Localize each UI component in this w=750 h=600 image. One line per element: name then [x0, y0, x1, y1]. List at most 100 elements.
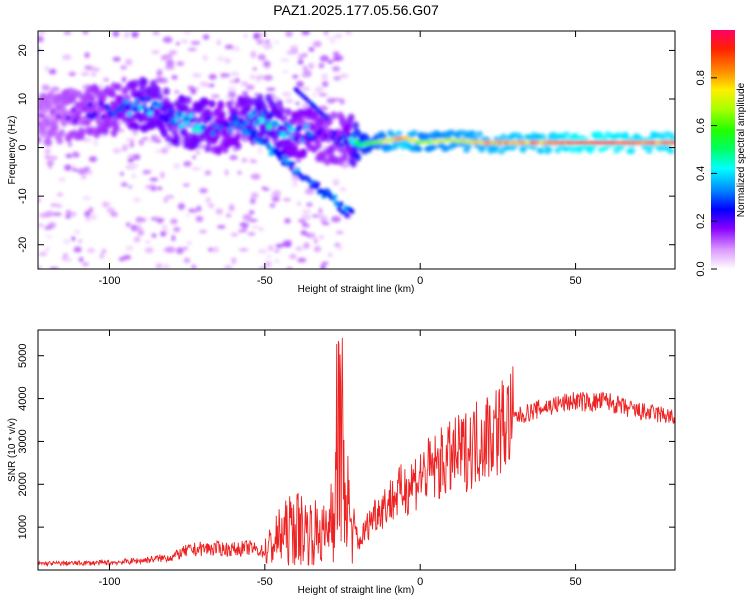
heatmap-noise [285, 51, 292, 55]
heatmap-noise [156, 149, 161, 153]
bottom-y-tick-label: 1000 [17, 515, 29, 539]
heatmap-halo [112, 123, 120, 132]
heatmap-branch [349, 209, 355, 215]
heatmap-noise [132, 153, 141, 161]
heatmap-noise [38, 223, 45, 228]
heatmap-noise [47, 155, 58, 161]
heatmap-noise [224, 44, 234, 50]
bottom-x-axis-label: Height of straight line (km) [298, 585, 415, 596]
heatmap-noise [297, 53, 304, 59]
heatmap-halo [184, 96, 192, 105]
heatmap-noise [223, 265, 233, 269]
heatmap-noise [168, 50, 178, 56]
heatmap-core [337, 136, 343, 142]
heatmap-core [190, 117, 196, 123]
heatmap-noise [207, 247, 214, 252]
heatmap-halo [278, 106, 286, 115]
heatmap-core [268, 112, 274, 119]
heatmap-noise [225, 213, 232, 218]
heatmap-halo [51, 123, 59, 132]
heatmap-halo [415, 145, 423, 152]
heatmap-noise [93, 139, 98, 146]
heatmap-core [74, 115, 80, 122]
heatmap-core [225, 122, 231, 128]
heatmap-noise [151, 50, 160, 55]
heatmap-noise [120, 65, 127, 70]
heatmap-noise [103, 77, 110, 82]
heatmap-noise [292, 181, 298, 187]
top-plot-frame [37, 30, 676, 270]
heatmap-halo [465, 142, 473, 149]
heatmap-noise [345, 31, 353, 36]
heatmap-noise [331, 215, 341, 223]
heatmap-noise [217, 224, 226, 229]
heatmap-halo [330, 111, 338, 120]
heatmap-noise [174, 90, 180, 94]
top-y-axis-label: Frequency (Hz) [7, 116, 18, 185]
heatmap-core [281, 132, 287, 139]
heatmap-noise [195, 149, 201, 155]
heatmap-noise [70, 211, 77, 217]
heatmap-noise [82, 31, 89, 35]
heatmap-core [139, 95, 146, 102]
heatmap-noise [208, 73, 217, 80]
heatmap-noise [227, 85, 237, 93]
heatmap-halo [121, 86, 129, 95]
heatmap-noise [67, 141, 73, 148]
heatmap-halo [291, 143, 299, 152]
heatmap-noise [247, 232, 256, 236]
heatmap-noise [208, 202, 215, 209]
heatmap-halo [182, 104, 190, 113]
heatmap-noise [86, 170, 93, 175]
heatmap-halo [519, 147, 527, 154]
heatmap-noise [171, 75, 178, 80]
heatmap-noise [280, 58, 290, 62]
heatmap-noise [290, 44, 299, 51]
heatmap-branch [277, 155, 283, 161]
heatmap-halo [234, 131, 242, 140]
heatmap-branch [290, 161, 296, 167]
page-title: PAZ1.2025.177.05.56.G07 [273, 2, 439, 18]
heatmap-core [180, 113, 187, 119]
heatmap-noise [151, 233, 157, 238]
heatmap-noise [263, 74, 273, 81]
heatmap-halo [352, 121, 360, 130]
heatmap-noise [91, 73, 97, 77]
heatmap-noise [332, 66, 341, 72]
heatmap-noise [255, 75, 266, 80]
heatmap-noise [242, 213, 252, 221]
heatmap-noise [38, 46, 41, 53]
heatmap-noise [205, 196, 211, 204]
heatmap-noise [157, 186, 163, 190]
heatmap-noise [306, 202, 313, 207]
heatmap-noise [173, 163, 181, 170]
heatmap-core [98, 100, 104, 107]
heatmap-noise [50, 86, 60, 92]
heatmap-halo [354, 153, 362, 162]
heatmap-core [178, 123, 185, 129]
heatmap-noise [282, 69, 288, 74]
heatmap-noise [90, 67, 101, 73]
heatmap-noise [308, 46, 315, 52]
heatmap-noise [106, 207, 115, 214]
heatmap-noise [297, 59, 304, 65]
heatmap-noise [308, 62, 315, 70]
heatmap-halo [347, 113, 355, 122]
heatmap-branch [282, 155, 288, 161]
heatmap-noise [88, 206, 94, 213]
heatmap-noise [196, 205, 202, 212]
heatmap-noise [267, 245, 275, 252]
heatmap-noise [187, 47, 197, 52]
heatmap-branch [253, 129, 259, 135]
heatmap-noise [102, 201, 109, 208]
heatmap-noise [61, 255, 67, 261]
heatmap-noise [55, 203, 63, 208]
heatmap-noise [192, 155, 197, 160]
heatmap-halo [56, 136, 64, 145]
heatmap-noise [234, 44, 239, 51]
heatmap-noise [283, 239, 293, 245]
heatmap-noise [271, 195, 280, 203]
bottom-y-tick-label: 4000 [17, 386, 29, 410]
heatmap-halo [234, 142, 242, 151]
